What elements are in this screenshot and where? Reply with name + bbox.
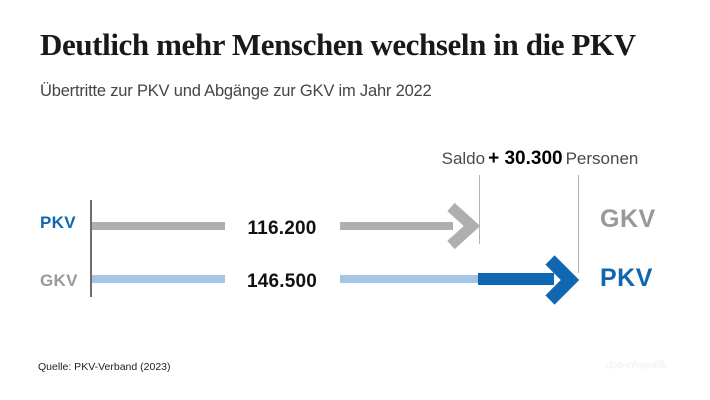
row1-right-label: GKV <box>600 205 656 233</box>
page-subtitle: Übertritte zur PKV und Abgänge zur GKV i… <box>40 82 432 100</box>
row1-value: 116.200 <box>247 218 317 239</box>
gray-arrowhead-icon <box>447 202 481 250</box>
saldo-value: + 30.300 <box>488 148 563 169</box>
gray-arrow-bar-right <box>340 222 453 230</box>
watermark: dpa-infografik <box>606 360 667 371</box>
gray-arrow-bar-left <box>92 222 225 230</box>
saldo-label: Saldo <box>441 149 486 168</box>
darkblue-arrowhead-icon <box>545 255 580 305</box>
source-note: Quelle: PKV-Verband (2023) <box>38 361 171 373</box>
lightblue-arrow-bar-left <box>92 275 225 283</box>
row2-value: 146.500 <box>246 271 318 292</box>
saldo-annotation: Saldo + 30.300 Personen <box>395 148 685 171</box>
darkblue-surplus-bar <box>478 273 554 285</box>
page-title: Deutlich mehr Menschen wechseln in die P… <box>40 27 636 62</box>
row2-right-label: PKV <box>600 264 653 292</box>
lightblue-arrow-bar-right <box>340 275 478 283</box>
saldo-unit: Personen <box>565 149 639 168</box>
row2-left-label: GKV <box>40 271 78 290</box>
row1-left-label: PKV <box>40 213 76 232</box>
